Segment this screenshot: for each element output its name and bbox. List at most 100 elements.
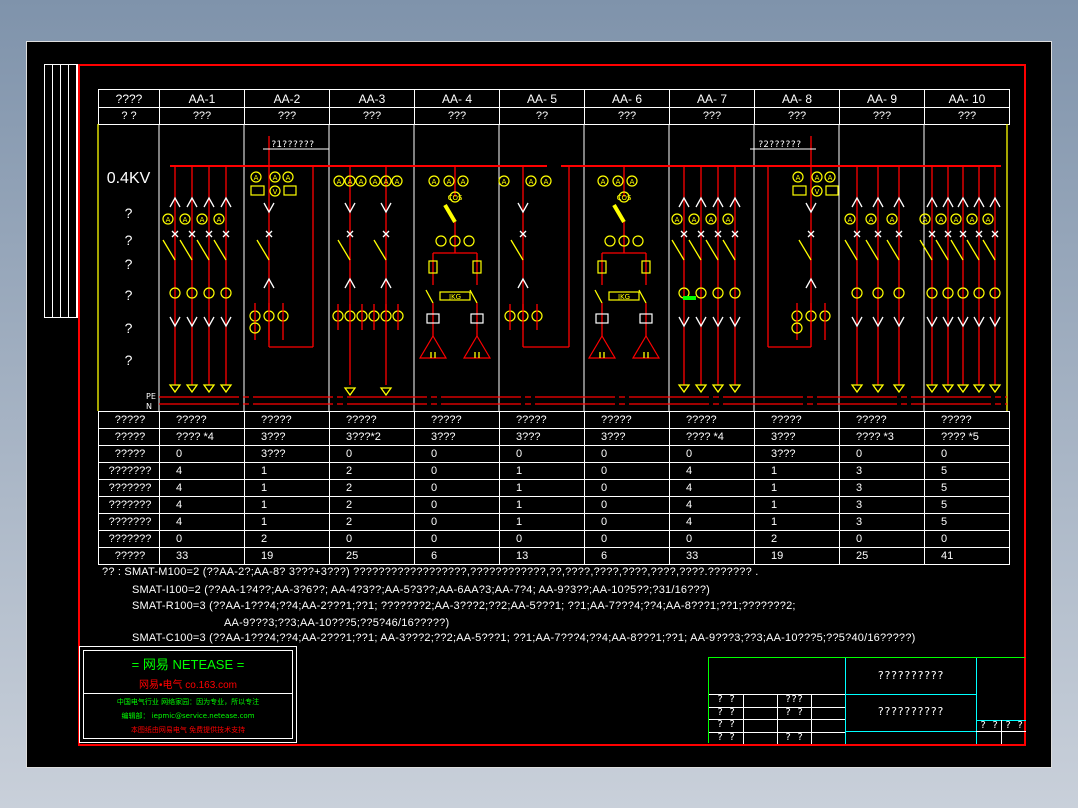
table-cell: ?????: [584, 411, 670, 429]
table-cell: 5: [924, 496, 1010, 514]
table-row: ??????? 4 1 2 0 1 0 4 1 3 5: [98, 513, 1010, 531]
note-line: SMAT-I100=2 (??AA-1?4??;AA-3?6??; AA-4?3…: [132, 584, 711, 596]
ammeter-label: A: [273, 174, 278, 182]
ammeter-icon: [525, 175, 537, 187]
table-cell: 33: [669, 547, 755, 565]
switch-blade-icon: [337, 239, 351, 261]
binding-strip: [44, 64, 78, 318]
note-line: SMAT-R100=3 (??AA-1???4;??4;AA-2???1;??1…: [132, 600, 796, 612]
voltage-label: 0.4KV: [106, 170, 151, 187]
ammeter-icon: [966, 213, 978, 225]
ammeter-icon: [369, 175, 381, 187]
ammeter-label: A: [166, 216, 171, 224]
switch-blade-icon: [179, 239, 193, 261]
logo-line-2[interactable]: 编辑部： iepmic@service.netease.com: [121, 712, 255, 720]
table-cell: ???? *4: [159, 428, 245, 446]
plug-connector-icon: [805, 202, 817, 214]
plug-connector-icon: [380, 277, 392, 289]
incomer-label: ?2??????: [758, 140, 801, 150]
ammeter-icon: [540, 175, 552, 187]
logo-title: = 网易 NETEASE =: [131, 657, 245, 672]
table-cell: 0: [584, 462, 670, 480]
table-cell: 1: [499, 496, 585, 514]
ammeter-icon: [705, 213, 717, 225]
table-cell: 4: [669, 479, 755, 497]
switch-blade-icon: [594, 289, 603, 304]
breaker-mark-icon: [975, 230, 983, 238]
title-block: ?????????? ?????????? ? ? ? ? ? ????? ??…: [708, 657, 1026, 744]
ammeter-label: A: [384, 178, 389, 186]
ammeter-label: A: [254, 174, 259, 182]
current-transformer-symbol: [791, 322, 803, 334]
table-cell: ?????: [754, 411, 840, 429]
plug-connector-icon: [712, 196, 724, 208]
breaker-mark-icon: [895, 230, 903, 238]
cable-outlet-icon: [343, 387, 357, 397]
table-cell: 3: [839, 496, 925, 514]
current-transformer-symbol: [989, 287, 1001, 299]
ammeter-label: A: [986, 216, 991, 224]
ammeter-icon: [355, 175, 367, 187]
contactor-icon: [641, 260, 651, 274]
plug-connector-icon: [805, 277, 817, 289]
cable-outlet-icon: [850, 384, 864, 394]
netease-logo-box: = 网易 NETEASE = 网易•电气 co.163.com 中国电气行业 网…: [79, 646, 297, 743]
ammeter-label: A: [359, 178, 364, 186]
switch-blade-icon: [919, 239, 933, 261]
table-cell: ???? *5: [924, 428, 1010, 446]
table-cell: 0: [584, 513, 670, 531]
row-label: ?: [124, 287, 133, 303]
table-cell: 0: [584, 479, 670, 497]
table-row: ??????? 4 1 2 0 1 0 4 1 3 5: [98, 496, 1010, 514]
ammeter-label: A: [183, 216, 188, 224]
header-row: ???? AA-1 AA-2 AA-3 AA- 4 AA- 5 AA- 6 AA- 7 AA- …: [98, 89, 1010, 108]
table-cell: 0: [414, 530, 500, 548]
ammeter-label: A: [726, 216, 731, 224]
cable-outlet-icon: [379, 387, 393, 397]
breaker-mark-icon: [807, 230, 815, 238]
switch-blade-icon: [844, 239, 858, 261]
ammeter-label: A: [544, 178, 549, 186]
table-cell: ?????: [839, 411, 925, 429]
current-transformer-symbol: [203, 287, 215, 299]
jkg-label: JKG: [448, 293, 461, 301]
plug-connector-icon: [517, 277, 529, 289]
plug-connector-icon: [263, 277, 275, 289]
ammeter-icon: [950, 213, 962, 225]
ammeter-label: A: [815, 174, 820, 182]
table-cell: 41: [924, 547, 1010, 565]
breaker-mark-icon: [959, 230, 967, 238]
cable-outlet-icon: [694, 384, 708, 394]
table-cell: 3: [839, 513, 925, 531]
cable-outlet-icon: [892, 384, 906, 394]
switch-blade-icon: [510, 239, 524, 261]
cable-outlet-icon: [956, 384, 970, 394]
cable-outlet-icon: [988, 384, 1002, 394]
ammeter-icon: [196, 213, 208, 225]
table-cell: 2: [329, 462, 415, 480]
plug-connector-icon: [678, 316, 690, 328]
pe-label: PE: [146, 392, 156, 401]
plug-connector-icon: [926, 196, 938, 208]
table-cell: 1: [244, 513, 330, 531]
ammeter-icon: [982, 213, 994, 225]
breaker-mark-icon: [205, 230, 213, 238]
plug-connector-icon: [380, 202, 392, 214]
table-row: ????? 0 3??? 0 0 0 0 0 3??? 0 0: [98, 445, 1010, 463]
table-cell: 4: [669, 496, 755, 514]
logo-subtitle[interactable]: 网易•电气 co.163.com: [139, 680, 237, 691]
breaker-mark-icon: [991, 230, 999, 238]
ammeter-icon: [179, 213, 191, 225]
table-cell: 3???: [414, 428, 500, 446]
cable-outlet-icon: [168, 384, 182, 394]
table-cell: 1: [244, 496, 330, 514]
ammeter-icon: [443, 175, 455, 187]
ammeter-icon: [688, 213, 700, 225]
current-transformer-symbol: [942, 287, 954, 299]
table-cell: ???? *4: [669, 428, 755, 446]
voltmeter-icon: [811, 185, 823, 197]
current-transformer-symbol: [220, 287, 232, 299]
table-cell: 3???: [244, 445, 330, 463]
title-right-1: ? ?: [979, 720, 999, 731]
voltmeter-icon: [269, 185, 281, 197]
